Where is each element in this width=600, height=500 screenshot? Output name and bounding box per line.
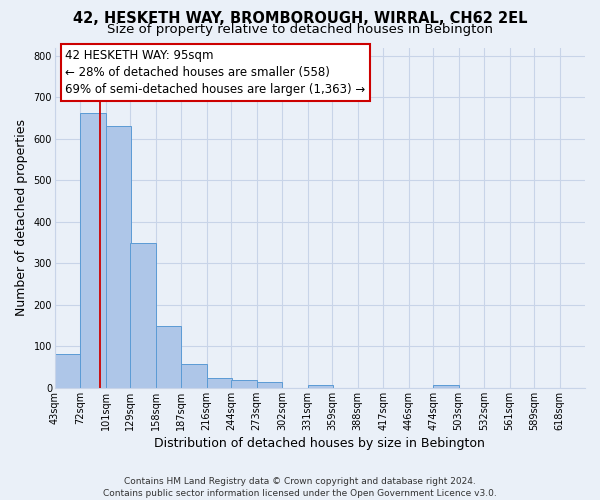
Text: 42 HESKETH WAY: 95sqm
← 28% of detached houses are smaller (558)
69% of semi-det: 42 HESKETH WAY: 95sqm ← 28% of detached … [65, 49, 365, 96]
Bar [181, 364, 206, 388]
Bar [106, 126, 131, 388]
Bar [80, 113, 106, 388]
Bar [433, 385, 458, 388]
Bar [156, 326, 181, 388]
Bar [206, 378, 232, 388]
Bar [130, 244, 156, 388]
Bar [231, 380, 257, 388]
Y-axis label: Number of detached properties: Number of detached properties [15, 119, 28, 316]
X-axis label: Distribution of detached houses by size in Bebington: Distribution of detached houses by size … [154, 437, 485, 450]
Bar [55, 354, 80, 388]
Bar [308, 384, 333, 388]
Text: 42, HESKETH WAY, BROMBOROUGH, WIRRAL, CH62 2EL: 42, HESKETH WAY, BROMBOROUGH, WIRRAL, CH… [73, 11, 527, 26]
Bar [257, 382, 282, 388]
Text: Size of property relative to detached houses in Bebington: Size of property relative to detached ho… [107, 22, 493, 36]
Text: Contains HM Land Registry data © Crown copyright and database right 2024.
Contai: Contains HM Land Registry data © Crown c… [103, 476, 497, 498]
